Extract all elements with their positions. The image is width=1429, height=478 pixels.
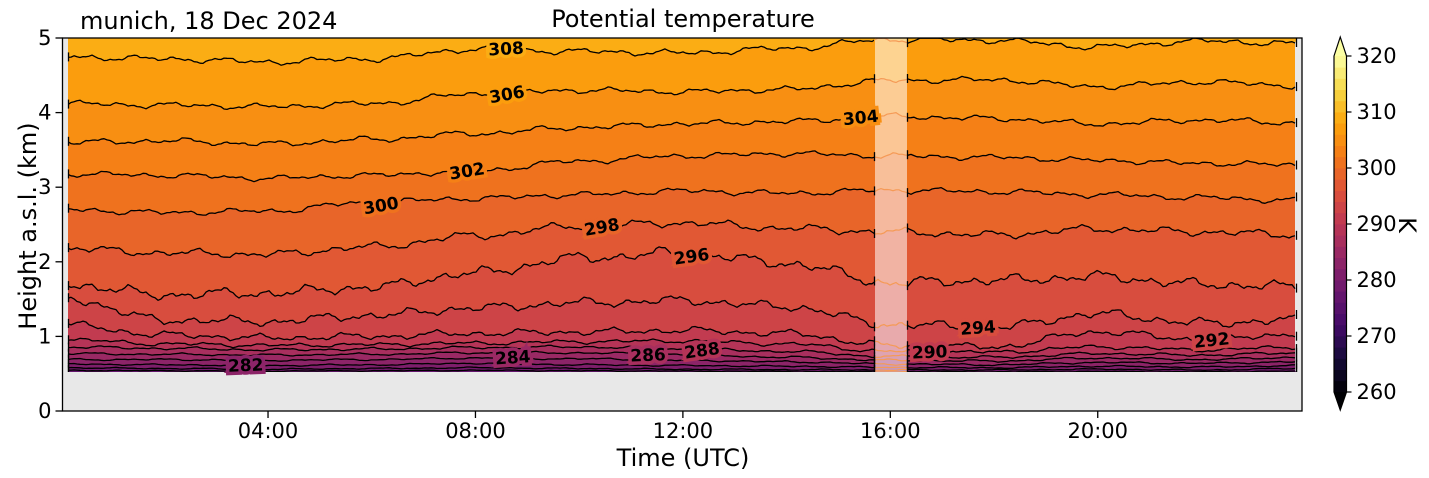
colorbar-arrow-bottom — [1334, 392, 1347, 410]
colorbar-segment — [1334, 380, 1347, 393]
contour-line — [68, 356, 1296, 367]
y-tick-label: 3 — [38, 175, 51, 199]
contour-band — [68, 345, 1295, 363]
colorbar-segment — [1334, 201, 1347, 214]
contour-band — [68, 150, 1295, 216]
contour-line — [68, 369, 1296, 372]
contour-line — [68, 366, 1296, 372]
contour-line — [68, 350, 1296, 363]
colorbar-segment — [1334, 291, 1347, 303]
colorbar-tick-label: 300 — [1357, 156, 1397, 180]
contour-line — [68, 295, 1296, 332]
contour-band — [68, 38, 1295, 110]
y-tick-label: 0 — [38, 399, 51, 423]
x-tick-label: 20:00 — [1067, 419, 1128, 443]
contour-line — [68, 219, 1296, 259]
contour-band — [68, 246, 1295, 332]
contour-band — [68, 296, 1295, 349]
colorbar-segment — [1334, 78, 1347, 90]
station-date-annotation: munich, 18 Dec 2024 — [80, 7, 338, 35]
contour-line — [68, 246, 1296, 301]
contour-line — [68, 186, 1296, 216]
colorbar-tick-label: 270 — [1357, 324, 1397, 348]
contour-band — [68, 362, 1295, 371]
colorbar-tick-label: 280 — [1357, 268, 1397, 292]
y-axis-label: Height a.s.l. (km) — [14, 122, 42, 330]
colorbar-tick-label: 310 — [1357, 100, 1397, 124]
contour-line-hooks — [67, 38, 1298, 372]
contour-band — [68, 112, 1295, 182]
contour-band — [68, 321, 1295, 355]
colorbar-segment — [1334, 257, 1347, 270]
colorbar-segment — [1334, 313, 1347, 326]
contour-band — [68, 220, 1295, 301]
x-tick-label: 16:00 — [860, 419, 921, 443]
colorbar-segment — [1334, 235, 1347, 247]
colorbar-segment — [1334, 168, 1347, 180]
colorbar-segment — [1334, 112, 1347, 124]
colorbar-segment — [1334, 268, 1347, 281]
colorbar-arrow-top — [1334, 37, 1347, 56]
contour-fills — [68, 38, 1297, 372]
colorbar-segment — [1334, 302, 1347, 314]
colorbar-segment — [1334, 56, 1347, 68]
colorbar-segment — [1334, 224, 1347, 236]
contour-label: 308 — [488, 39, 524, 61]
chart-title: Potential temperature — [551, 5, 815, 33]
colorbar-segment — [1334, 336, 1347, 348]
colorbar-tick-label: 290 — [1357, 212, 1397, 236]
colorbar-segment — [1334, 369, 1347, 382]
colorbar-label: K — [1393, 217, 1421, 233]
contour-label: 294 — [960, 317, 997, 339]
x-axis-label: Time (UTC) — [616, 444, 750, 472]
colorbar-segment — [1334, 358, 1347, 370]
contour-band — [68, 76, 1295, 146]
colorbar-segment — [1334, 347, 1347, 359]
colorbar-segment — [1334, 179, 1347, 191]
colorbar-segment — [1334, 100, 1347, 113]
contour-line — [68, 111, 1296, 147]
contour-label: 286 — [630, 345, 666, 366]
colorbar-segment — [1334, 67, 1347, 79]
colorbar-segment — [1334, 145, 1347, 158]
gap-overlay — [875, 38, 907, 372]
colorbar-segment — [1334, 89, 1347, 102]
colorbar-segment — [1334, 156, 1347, 169]
x-tick-label: 12:00 — [653, 419, 714, 443]
contour-band — [68, 187, 1295, 258]
colorbar-segment — [1334, 212, 1347, 225]
colorbar-tick-label: 260 — [1357, 380, 1397, 404]
y-tick-label: 5 — [38, 26, 51, 50]
contour-line — [68, 337, 1296, 355]
y-tick-label: 1 — [38, 324, 51, 348]
colorbar-segment — [1334, 280, 1347, 292]
contour-label: 282 — [228, 355, 264, 376]
colorbar-segment — [1334, 134, 1347, 146]
contour-line — [68, 75, 1296, 111]
contour-band — [68, 338, 1295, 359]
contour-line — [68, 320, 1296, 350]
y-tick-label: 4 — [38, 101, 51, 125]
colorbar-segment — [1334, 246, 1347, 258]
colorbar-segment — [1334, 324, 1347, 337]
contour-label: 290 — [912, 342, 948, 363]
y-tick-label: 2 — [38, 250, 51, 274]
contour-line — [68, 361, 1295, 369]
contour-label: 284 — [494, 347, 531, 369]
contour-label: 304 — [842, 107, 880, 131]
colorbar-tick-label: 320 — [1357, 44, 1397, 68]
contour-label: 292 — [1193, 329, 1230, 353]
contour-lines — [68, 38, 1296, 372]
colorbar-segment — [1334, 123, 1347, 135]
contour-line — [68, 150, 1296, 183]
contour-line — [68, 344, 1296, 359]
contour-line — [68, 38, 1296, 66]
x-tick-label: 04:00 — [238, 419, 299, 443]
x-tick-label: 08:00 — [445, 419, 506, 443]
colorbar-segment — [1334, 190, 1347, 202]
